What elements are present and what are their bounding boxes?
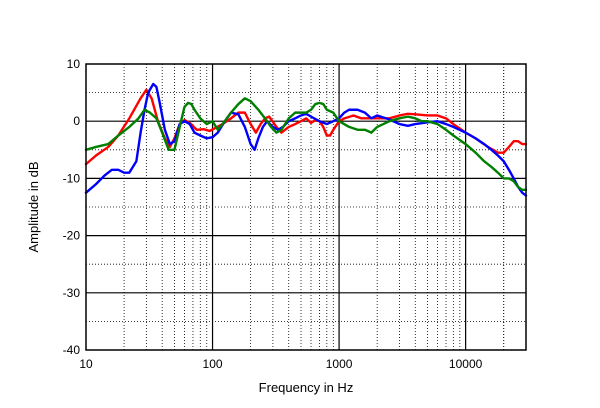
y-tick-labels: 10 0 -10 -20 -30 -40 xyxy=(63,57,81,357)
x-tick-labels: 10 100 1000 10000 xyxy=(79,357,482,371)
major-grid xyxy=(86,64,526,350)
y-tick-label: 10 xyxy=(67,57,81,71)
series-layer xyxy=(84,82,528,197)
minor-grid xyxy=(86,64,526,350)
y-tick-label: 0 xyxy=(73,114,80,128)
x-tick-label: 10 xyxy=(79,357,93,371)
y-axis-title: Amplitude in dB xyxy=(26,161,41,252)
y-tick-label: -10 xyxy=(63,171,81,185)
y-tick-label: -30 xyxy=(63,286,81,300)
series-line-2 xyxy=(84,82,528,197)
y-tick-label: -20 xyxy=(63,229,81,243)
x-axis-title: Frequency in Hz xyxy=(259,380,354,395)
x-tick-label: 1000 xyxy=(326,357,353,371)
x-tick-label: 10000 xyxy=(449,357,483,371)
x-tick-label: 100 xyxy=(203,357,223,371)
series-line-3 xyxy=(84,97,528,192)
plot-frame xyxy=(85,63,527,351)
y-tick-label: -40 xyxy=(63,343,81,357)
